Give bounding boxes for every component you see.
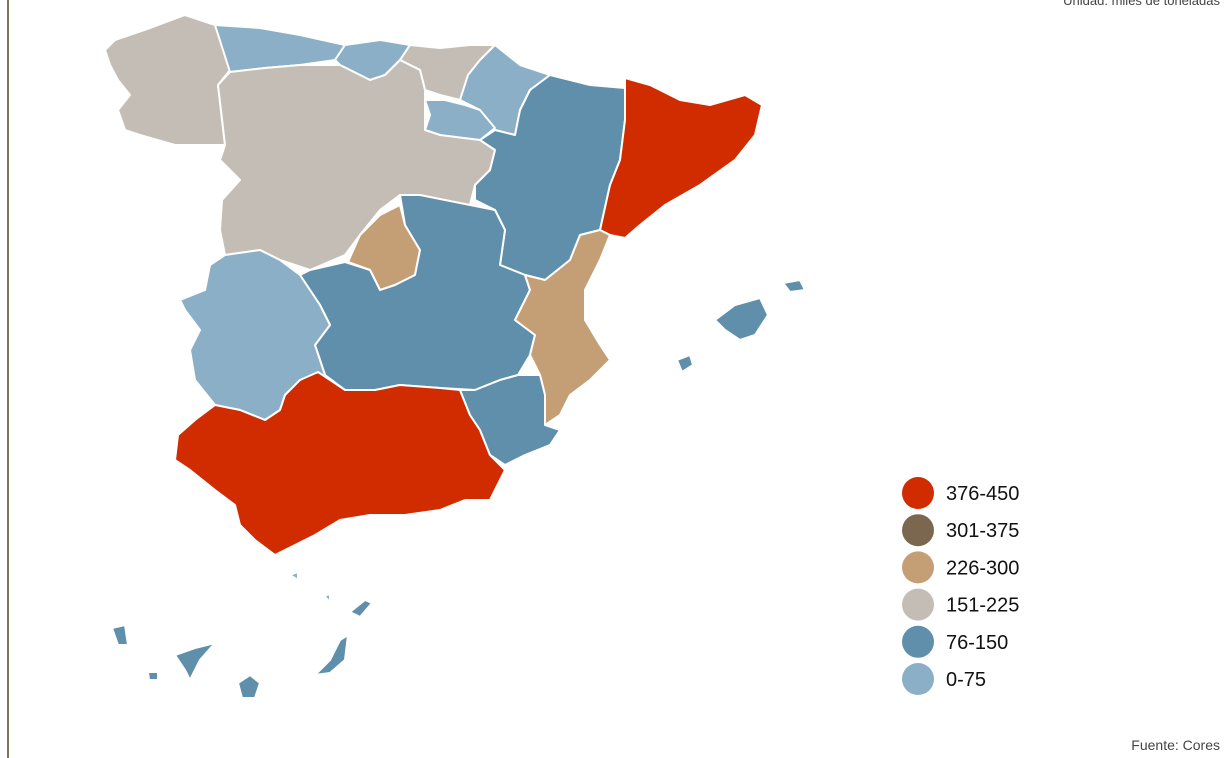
legend-swatch <box>902 588 934 621</box>
region <box>104 14 231 146</box>
legend-label: 0-75 <box>946 669 986 691</box>
region <box>237 674 261 699</box>
legend-swatch <box>902 663 934 695</box>
legend-label: 76-150 <box>946 632 1008 654</box>
region <box>323 593 331 603</box>
region <box>514 229 611 426</box>
regions <box>104 14 806 699</box>
legend: 376-450 301-375 226-300 151-225 76-150 0-75 <box>902 477 1019 695</box>
region <box>459 374 561 466</box>
source-note: Fuente: Cores <box>1131 737 1220 753</box>
legend-swatch <box>902 625 934 658</box>
legend-label: 151-225 <box>946 595 1019 617</box>
legend-swatch <box>902 514 934 547</box>
region <box>174 642 216 681</box>
region <box>314 634 349 676</box>
region <box>676 354 694 373</box>
region <box>111 624 129 646</box>
region <box>714 297 769 341</box>
legend-swatch <box>902 477 934 509</box>
legend-label: 376-450 <box>946 483 1019 505</box>
legend-swatch <box>902 551 934 584</box>
legend-label: 301-375 <box>946 520 1019 542</box>
region <box>289 571 299 581</box>
legend-label: 226-300 <box>946 557 1019 579</box>
region <box>147 671 159 681</box>
region <box>599 77 763 239</box>
region <box>782 279 806 293</box>
region <box>349 599 373 618</box>
region <box>174 371 506 556</box>
unit-note: Unidad: miles de toneladas <box>1063 0 1220 8</box>
